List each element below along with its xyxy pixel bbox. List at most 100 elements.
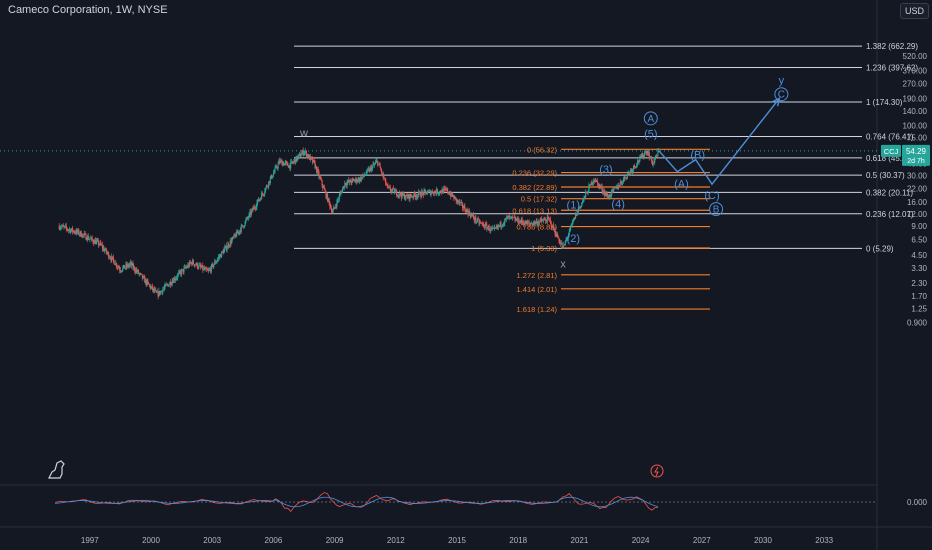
y-tick-label: 30.00 [907, 172, 928, 181]
candle-body [222, 251, 224, 254]
candle-body [152, 286, 154, 290]
candle-body [218, 256, 220, 258]
candle-body [153, 288, 155, 292]
candle-body [583, 196, 585, 199]
candle-body [456, 199, 458, 202]
candle-body [145, 279, 147, 283]
x-tick-label: 2018 [509, 536, 527, 545]
candle-body [89, 238, 91, 240]
candle-body [221, 251, 223, 258]
candle-body [211, 263, 213, 265]
candle-body [365, 173, 367, 175]
candle-body [207, 270, 209, 272]
candle-body [314, 161, 316, 168]
oscillator-line-slow [55, 496, 659, 508]
candle-body [654, 159, 656, 163]
candle-body [442, 189, 444, 194]
candle-body [397, 194, 399, 196]
candle-body [259, 198, 261, 200]
candle-body [354, 180, 356, 182]
candle-body [601, 186, 603, 192]
candle-body [203, 268, 205, 270]
candle-body [413, 192, 415, 198]
candle-body [599, 184, 601, 187]
candle-body [494, 227, 497, 229]
candle-body [416, 196, 418, 197]
candle-body [502, 224, 504, 226]
candle-body [451, 192, 453, 197]
candle-body [80, 231, 82, 237]
candle-body [278, 160, 280, 164]
candle-body [390, 190, 392, 192]
candle-body [400, 192, 402, 196]
fib-label-white: 0 (5.29) [866, 244, 894, 253]
candle-body [584, 196, 586, 198]
candle-body [287, 165, 289, 168]
candle-body [75, 232, 77, 234]
candle-body [439, 190, 441, 194]
candle-body [418, 191, 420, 195]
candle-body [72, 230, 74, 232]
candle-body [199, 264, 202, 267]
currency-button[interactable]: USD [899, 3, 929, 19]
candle-body [445, 188, 447, 190]
candle-body [600, 186, 602, 188]
y-tick-label: 3.30 [911, 264, 927, 273]
candle-body [81, 236, 83, 238]
candle-body [275, 166, 277, 168]
candle-body [524, 220, 526, 224]
candle-body [505, 218, 507, 220]
candle-body [312, 160, 315, 163]
candle-body [581, 202, 583, 207]
candle-body [624, 176, 626, 179]
candle-body [84, 233, 86, 235]
candle-body [378, 163, 380, 165]
fib-label-white: 1 (174.30) [866, 98, 903, 107]
x-tick-label: 2009 [326, 536, 344, 545]
candle-body [395, 190, 397, 192]
candle-body [274, 167, 276, 172]
candle-body [471, 214, 473, 216]
candle-body [643, 155, 645, 158]
candle-body [210, 264, 213, 272]
candle-body [486, 224, 488, 230]
candle-body [159, 290, 161, 295]
candle-body [549, 219, 551, 222]
candle-body [333, 207, 335, 210]
candle-body [85, 233, 87, 240]
candle-body [379, 164, 381, 169]
candle-body [119, 269, 121, 272]
candle-body [636, 164, 638, 167]
candle-body [522, 222, 524, 224]
candle-body [461, 203, 464, 208]
candle-body [642, 153, 644, 158]
candle-body [558, 238, 560, 242]
candle-body [68, 229, 70, 231]
candle-body [59, 228, 61, 229]
candle-body [527, 221, 529, 223]
candle-body [600, 186, 602, 188]
candle-body [177, 272, 180, 275]
candle-body [429, 190, 431, 192]
candle-body [421, 191, 424, 193]
candle-body [195, 264, 197, 266]
candle-body [300, 155, 302, 157]
projection-path [658, 97, 781, 186]
candle-body [212, 263, 214, 268]
candle-body [498, 225, 500, 228]
candle-body [590, 181, 592, 185]
candle-body [530, 223, 532, 225]
candle-body [176, 277, 178, 279]
candle-body [166, 284, 169, 286]
wave-label: (2) [567, 233, 580, 245]
candle-body [553, 229, 555, 231]
candle-body [321, 180, 323, 186]
projection-line [658, 97, 780, 186]
candle-body [550, 221, 552, 227]
candle-body [86, 239, 88, 241]
x-tick-label: 2015 [448, 536, 466, 545]
candle-body [338, 199, 340, 201]
candle-body [403, 194, 406, 200]
x-tick-label: 2033 [815, 536, 833, 545]
